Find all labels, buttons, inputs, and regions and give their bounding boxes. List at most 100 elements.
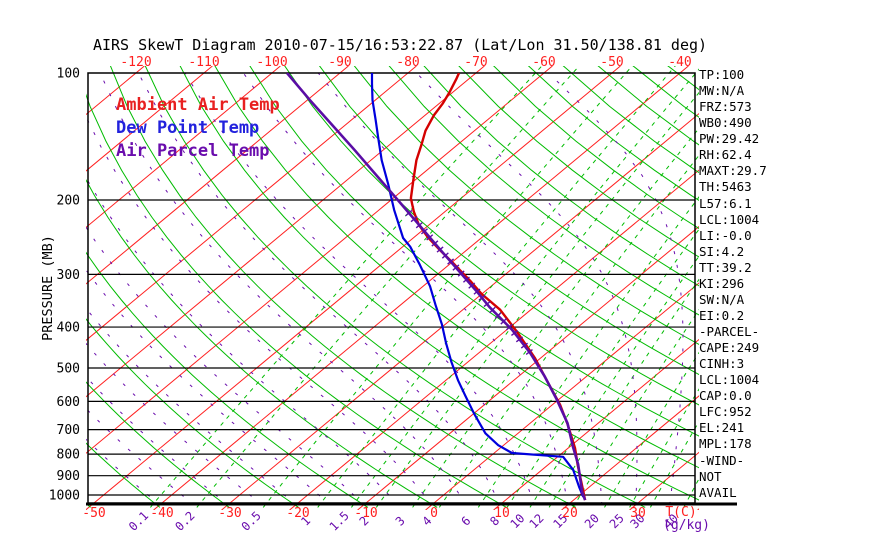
pressure-tick-label: 100 [57,67,80,82]
mixing-ratio-line [412,127,699,508]
isotherm-line [86,66,417,341]
moist-adiabat-line [184,72,535,505]
isotherm-line [86,66,553,454]
isotherm-label-top: -120 [120,55,151,70]
mixing-ratio-line [351,68,699,508]
parcel-hatch-tick [494,312,502,320]
parcel-hatch-tick [426,234,434,241]
index-row: LCL:1004 [699,211,760,227]
index-row: LCL:1004 [699,372,760,388]
dry-adiabat-line [458,66,699,258]
isotherm-label-bottom: -20 [286,506,309,521]
index-row: SW:N/A [699,291,745,307]
isotherm-label-bottom: 10 [494,506,510,521]
temp-axis-unit-label: T(C) [665,505,696,520]
index-row: KI:296 [699,275,745,291]
isotherm-label-top: -80 [396,55,419,70]
index-row: L57:6.1 [699,195,752,211]
series-dew-point-temp [370,73,585,498]
pressure-tick-label: 600 [57,395,80,410]
index-row: CINH:3 [699,356,745,372]
parcel-hatch-tick [505,323,513,331]
isotherm-line [153,66,689,510]
mixing-ratio-line [506,228,699,508]
dry-adiabat-line [86,93,507,508]
mixing-ratio-line [262,66,633,508]
parcel-hatch-tick [452,264,460,271]
moist-adiabat-line [86,115,433,505]
legend-item: Ambient Air Temp [116,95,280,115]
isotherm-line [221,113,699,510]
mixing-ratio-label: 10 [507,511,527,531]
isotherm-line [86,66,213,172]
moist-adiabat-line [137,72,501,505]
isotherm-line [289,169,699,510]
isotherm-label-top: -70 [464,55,487,70]
isotherm-line [86,66,281,229]
dry-adiabat-line [493,66,699,230]
isotherm-line [425,282,699,510]
dry-adiabat-line [86,179,438,508]
isotherm-label-bottom: 0 [430,506,438,521]
dry-adiabat-line [353,66,699,346]
dry-adiabat-line [86,318,299,508]
isotherm-label-top: -60 [532,55,555,70]
parcel-hatch-tick [457,270,465,277]
parcel-hatch-tick [500,318,508,325]
isotherm-label-bottom: 30 [630,506,646,521]
parcel-hatch-tick [405,209,413,217]
index-row: MW:N/A [699,83,745,99]
dry-adiabat-line [249,66,699,437]
isotherm-line [86,66,485,398]
parcel-hatch-tick [420,228,428,235]
isotherm-line [561,395,699,510]
isotherm-label-top: -40 [668,55,691,70]
index-row: MPL:178 [699,436,752,452]
parcel-hatch-tick [473,288,481,295]
index-row: EL:241 [699,420,745,436]
parcel-hatch-tick [511,330,519,337]
dry-adiabat-line [284,66,699,406]
index-row: CAPE:249 [699,340,760,356]
index-row: LFC:952 [699,404,752,420]
index-row: AVAIL [699,484,737,500]
mixing-ratio-label: 0.2 [172,509,197,534]
parcel-hatch-tick [447,258,455,265]
index-row: LI:-0.0 [699,227,752,243]
grid-layer [86,66,699,510]
dry-adiabat-line [214,66,699,469]
moist-adiabat-line [86,407,195,505]
pressure-tick-label: 400 [57,321,80,336]
dry-adiabat-line [423,66,699,287]
mixing-ratio-label: 0.5 [239,509,264,534]
legend-item: Dew Point Temp [116,118,260,138]
mixing-ratio-label: 20 [582,511,602,531]
mixing-ratio-label: 6 [458,514,473,529]
series-air-parcel-temp [286,73,587,501]
index-row: -PARCEL- [699,324,760,339]
isotherm-label-bottom: 20 [562,506,578,521]
isotherm-label-bottom: -40 [150,506,173,521]
index-row: PW:29.42 [699,131,760,147]
parcel-hatch-tick [462,276,470,283]
mixing-ratio-line [438,154,699,508]
dry-adiabat-line [86,442,161,508]
isotherm-line [86,66,349,285]
index-row: SI:4.2 [699,243,745,259]
parcel-hatch-tick [436,246,444,253]
parcel-hatch-tick [483,301,491,308]
isotherm-label-top: -50 [600,55,623,70]
indices-panel: TP:100 MW:N/A FRZ:573 WB0:490 PW:29.42 RH:62.… [699,67,767,501]
index-row: CAP:0.0 [699,388,752,404]
index-row: TP:100 [699,67,745,82]
chart-title: AIRS SkewT Diagram 2010-07-15/16:53:22.8… [92,36,708,54]
moist-adiabat-line [548,72,684,505]
pressure-tick-label: 800 [57,448,80,463]
isotherm-line [357,225,699,510]
isotherm-line [493,338,699,510]
index-row: -WIND- [699,452,745,468]
parcel-hatch-tick [515,336,524,343]
parcel-hatch-tick [489,306,496,314]
